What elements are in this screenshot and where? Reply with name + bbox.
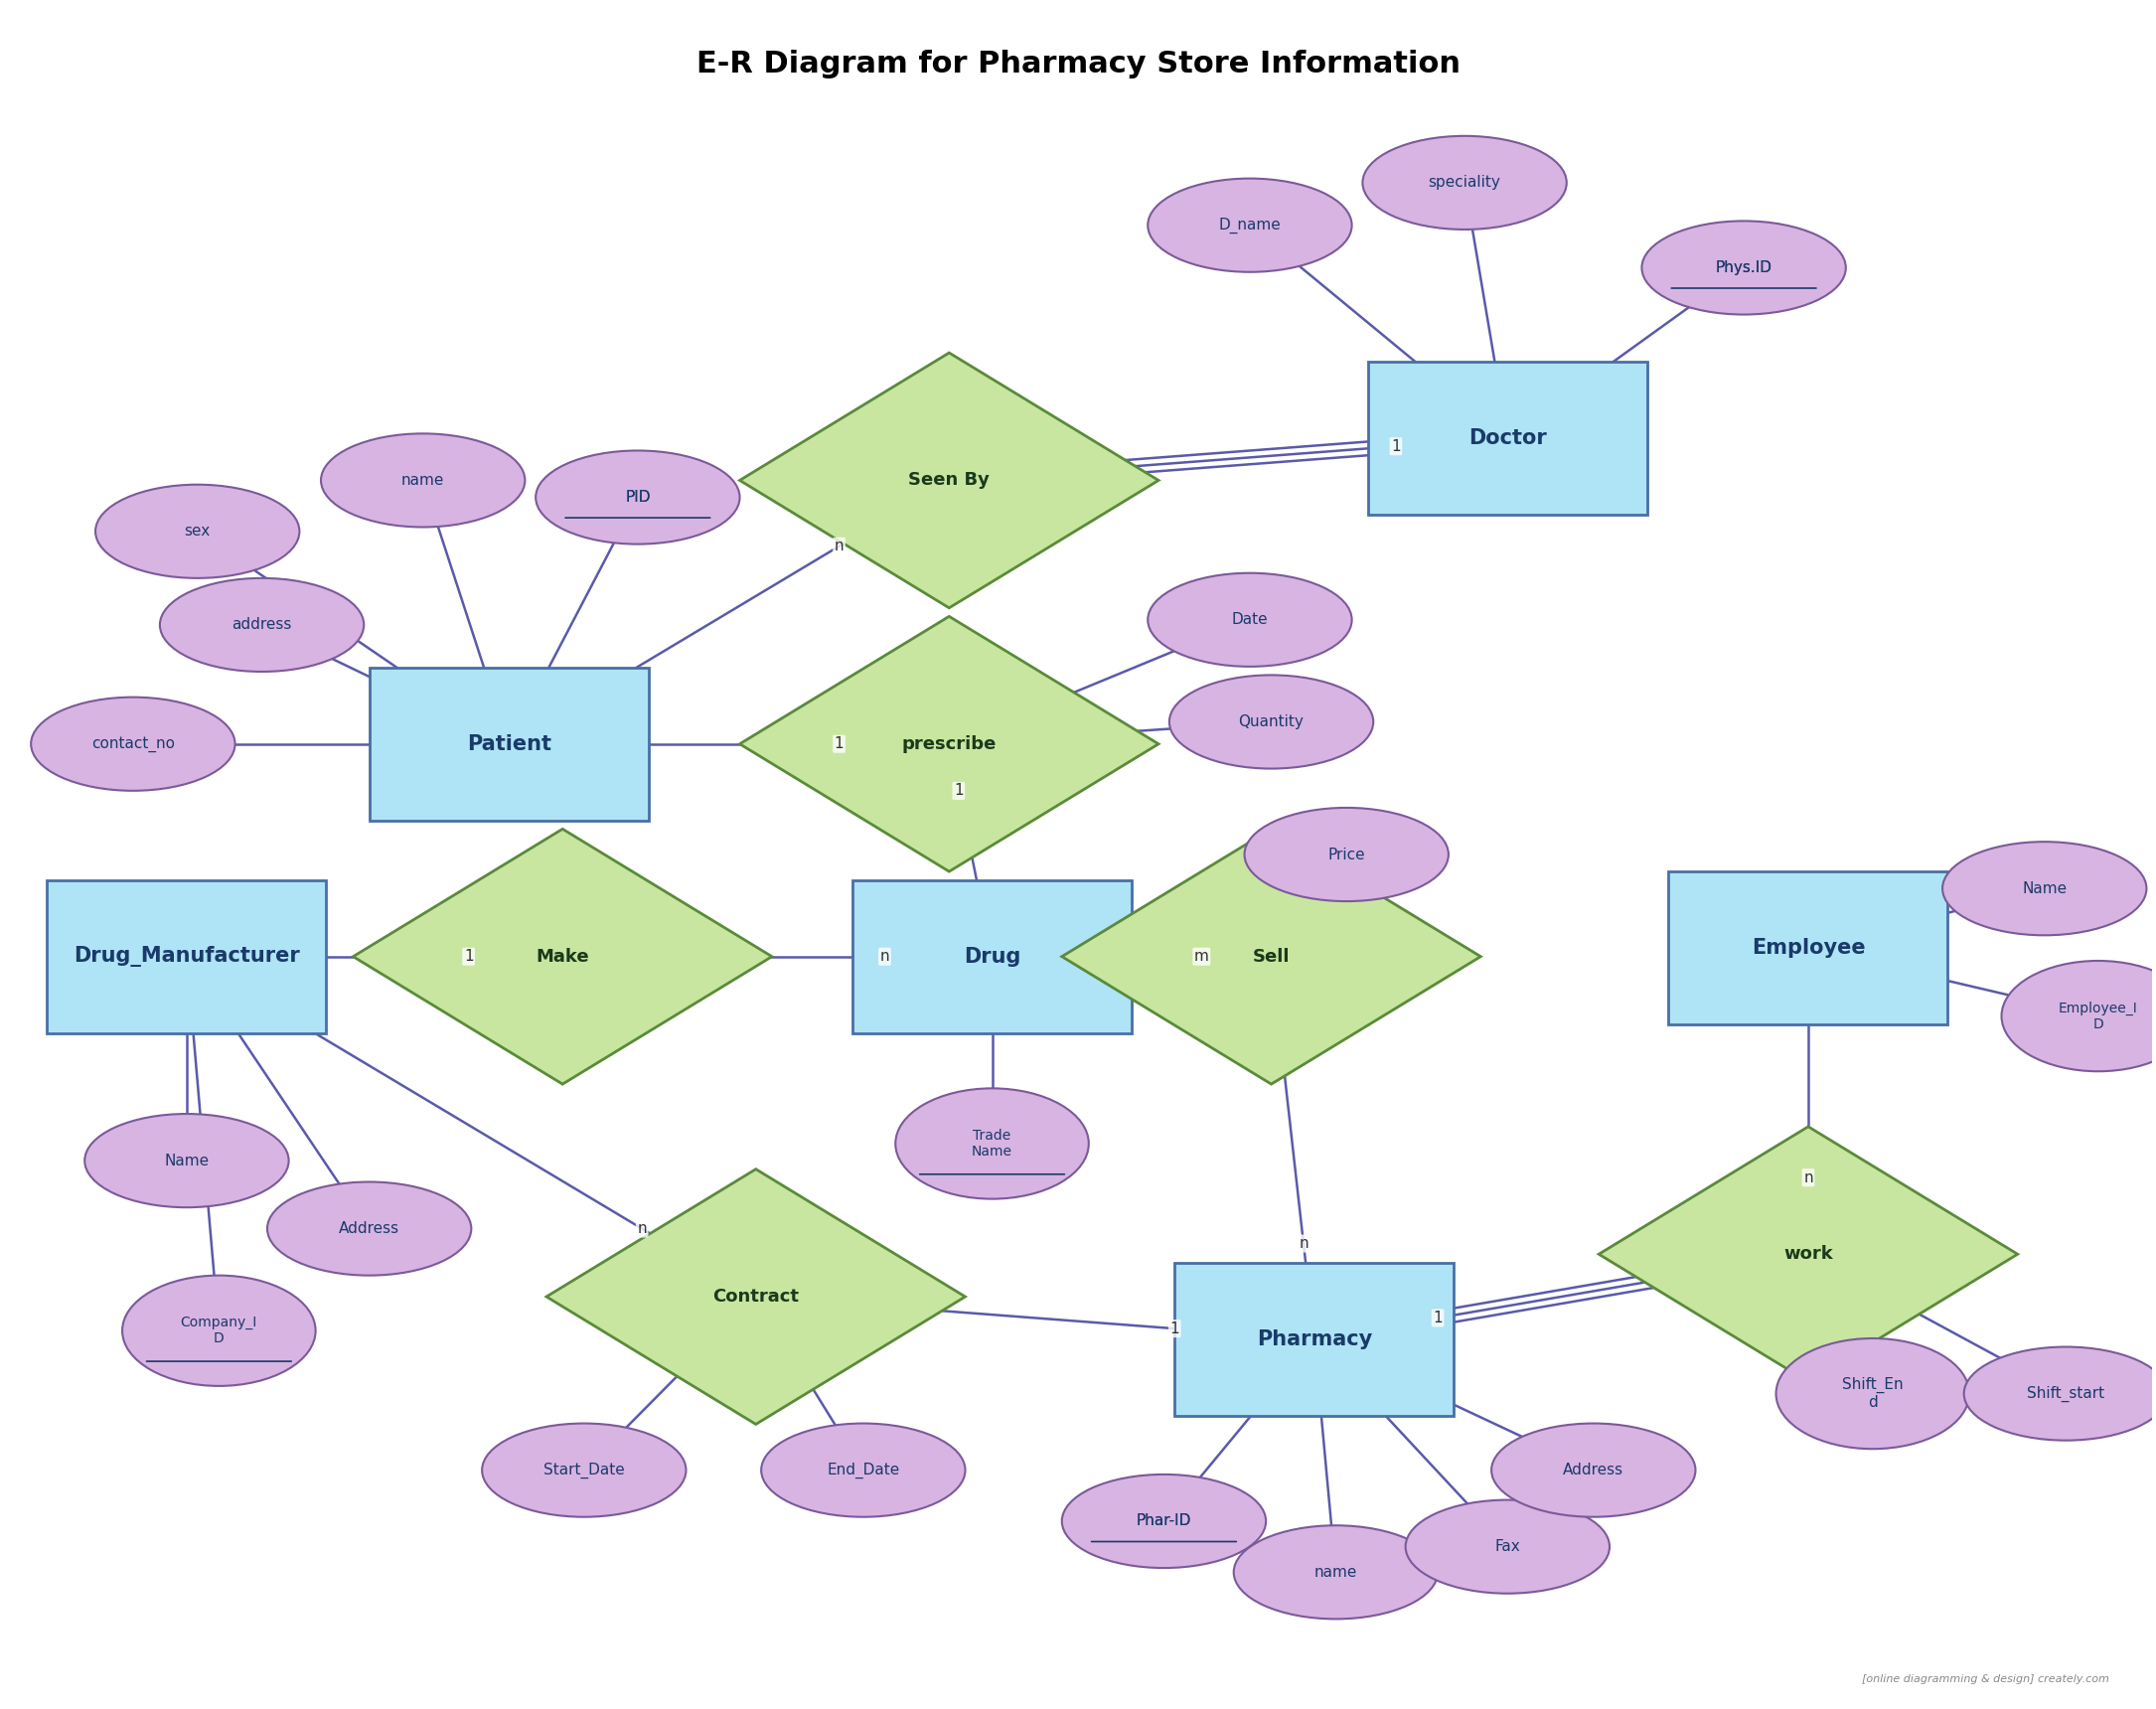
Ellipse shape bbox=[483, 1424, 686, 1518]
Text: Contract: Contract bbox=[714, 1289, 800, 1306]
Ellipse shape bbox=[1492, 1424, 1695, 1518]
Text: Address: Address bbox=[1563, 1463, 1623, 1478]
Text: 1: 1 bbox=[953, 783, 964, 798]
Ellipse shape bbox=[1943, 843, 2147, 935]
Polygon shape bbox=[545, 1169, 966, 1424]
Text: Shift_En
d: Shift_En d bbox=[1841, 1377, 1904, 1410]
FancyBboxPatch shape bbox=[1367, 361, 1647, 514]
Text: 1: 1 bbox=[834, 737, 843, 752]
FancyBboxPatch shape bbox=[369, 668, 649, 820]
Text: name: name bbox=[1315, 1565, 1358, 1579]
Ellipse shape bbox=[1363, 137, 1567, 229]
Polygon shape bbox=[740, 352, 1158, 608]
Text: Name: Name bbox=[164, 1154, 209, 1167]
Ellipse shape bbox=[1406, 1501, 1611, 1593]
FancyBboxPatch shape bbox=[852, 880, 1132, 1032]
Text: Address: Address bbox=[338, 1222, 399, 1236]
Text: Price: Price bbox=[1328, 848, 1365, 861]
Text: n: n bbox=[880, 948, 890, 964]
Polygon shape bbox=[740, 617, 1158, 872]
Polygon shape bbox=[1600, 1126, 2018, 1381]
Text: 1: 1 bbox=[464, 948, 474, 964]
Text: work: work bbox=[1783, 1246, 1833, 1263]
Text: Phys.ID: Phys.ID bbox=[1716, 260, 1772, 275]
Text: Phar-ID: Phar-ID bbox=[1136, 1514, 1192, 1528]
Ellipse shape bbox=[1964, 1347, 2156, 1441]
Text: Trade
Name: Trade Name bbox=[972, 1128, 1013, 1159]
Ellipse shape bbox=[1169, 675, 1373, 769]
FancyBboxPatch shape bbox=[1175, 1263, 1453, 1415]
Text: Drug_Manufacturer: Drug_Manufacturer bbox=[73, 947, 300, 967]
Text: prescribe: prescribe bbox=[901, 735, 996, 754]
Ellipse shape bbox=[1777, 1338, 1968, 1449]
Text: Patient: Patient bbox=[466, 735, 552, 754]
Text: 1: 1 bbox=[1391, 439, 1401, 455]
Text: Seen By: Seen By bbox=[908, 472, 990, 489]
Text: name: name bbox=[401, 473, 444, 487]
Text: Employee: Employee bbox=[1751, 938, 1865, 959]
Ellipse shape bbox=[2001, 960, 2156, 1072]
Ellipse shape bbox=[1063, 1475, 1266, 1567]
Ellipse shape bbox=[1244, 808, 1449, 901]
Text: n: n bbox=[834, 538, 843, 554]
Text: Sell: Sell bbox=[1253, 947, 1289, 966]
Ellipse shape bbox=[84, 1114, 289, 1207]
Text: Company_I
D: Company_I D bbox=[181, 1316, 257, 1345]
Ellipse shape bbox=[535, 451, 740, 543]
Text: Pharmacy: Pharmacy bbox=[1257, 1330, 1371, 1348]
Text: address: address bbox=[233, 617, 291, 632]
Ellipse shape bbox=[1233, 1526, 1438, 1618]
Text: E-R Diagram for Pharmacy Store Information: E-R Diagram for Pharmacy Store Informati… bbox=[696, 50, 1460, 79]
Ellipse shape bbox=[1641, 220, 1846, 314]
Text: Date: Date bbox=[1231, 612, 1268, 627]
Text: m: m bbox=[1194, 948, 1210, 964]
Text: Employee_I
D: Employee_I D bbox=[2059, 1001, 2139, 1031]
Text: Phys.ID: Phys.ID bbox=[1716, 260, 1772, 275]
Text: Fax: Fax bbox=[1494, 1540, 1520, 1553]
Polygon shape bbox=[1063, 829, 1481, 1084]
Text: Name: Name bbox=[2022, 882, 2068, 896]
Ellipse shape bbox=[895, 1089, 1089, 1200]
Text: speciality: speciality bbox=[1429, 176, 1501, 190]
Ellipse shape bbox=[1147, 573, 1352, 667]
Ellipse shape bbox=[267, 1183, 472, 1275]
FancyBboxPatch shape bbox=[1669, 872, 1947, 1025]
Text: Shift_start: Shift_start bbox=[2027, 1386, 2104, 1401]
Text: 1: 1 bbox=[1171, 1321, 1179, 1336]
Text: sex: sex bbox=[185, 525, 211, 538]
Text: PID: PID bbox=[625, 490, 651, 504]
Text: PID: PID bbox=[625, 490, 651, 504]
Ellipse shape bbox=[160, 578, 364, 672]
Text: 1: 1 bbox=[1434, 1311, 1442, 1326]
Text: Start_Date: Start_Date bbox=[543, 1463, 625, 1478]
Ellipse shape bbox=[30, 697, 235, 791]
Text: End_Date: End_Date bbox=[828, 1463, 899, 1478]
Ellipse shape bbox=[1147, 178, 1352, 272]
Text: n: n bbox=[1298, 1236, 1309, 1251]
Text: Quantity: Quantity bbox=[1238, 714, 1304, 730]
Ellipse shape bbox=[95, 485, 300, 578]
Text: n: n bbox=[1802, 1171, 1813, 1184]
Ellipse shape bbox=[123, 1275, 315, 1386]
Text: Drug: Drug bbox=[964, 947, 1020, 967]
Text: n: n bbox=[638, 1222, 647, 1236]
Ellipse shape bbox=[321, 434, 524, 526]
Text: Doctor: Doctor bbox=[1468, 427, 1546, 448]
Text: D_name: D_name bbox=[1218, 217, 1281, 234]
Ellipse shape bbox=[761, 1424, 966, 1518]
Text: Make: Make bbox=[537, 947, 589, 966]
FancyBboxPatch shape bbox=[47, 880, 326, 1032]
Text: contact_no: contact_no bbox=[91, 737, 175, 752]
Polygon shape bbox=[354, 829, 772, 1084]
Text: [online diagramming & design] creately.com: [online diagramming & design] creately.c… bbox=[1861, 1675, 2109, 1685]
Text: Phar-ID: Phar-ID bbox=[1136, 1514, 1192, 1528]
